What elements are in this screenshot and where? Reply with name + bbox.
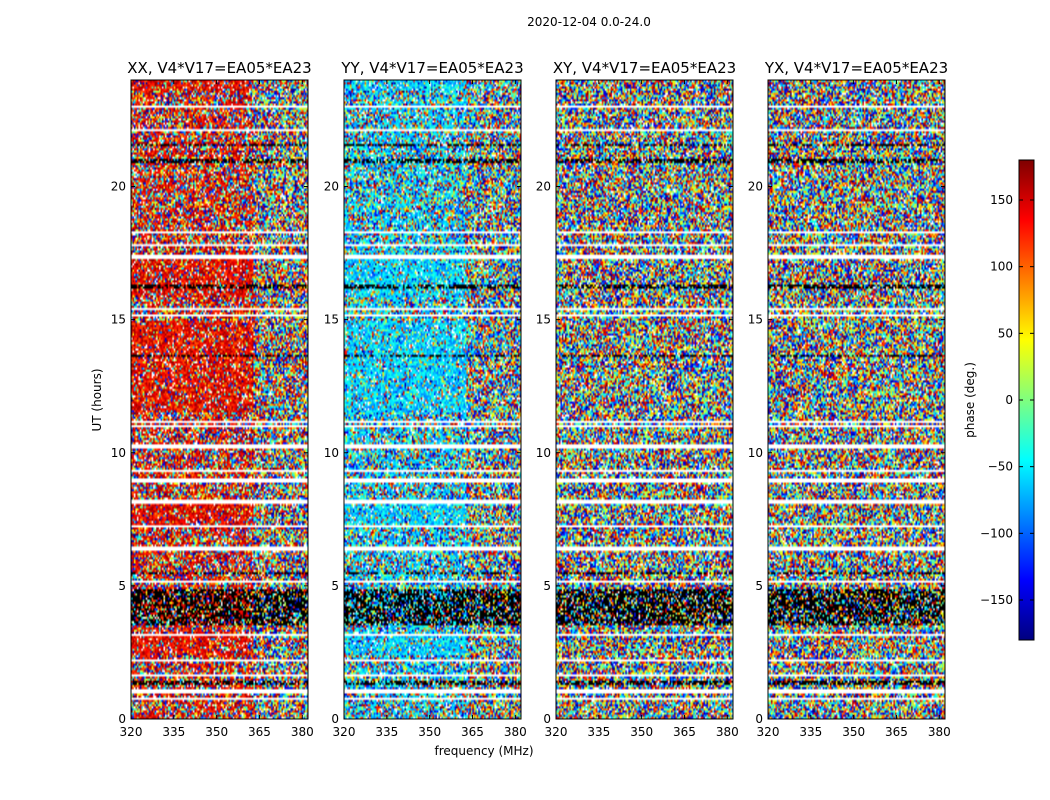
panel-frame: [130, 79, 309, 720]
y-tick-label: 15: [748, 313, 763, 327]
heatmap-image: [768, 80, 945, 719]
heatmap-image: [131, 80, 308, 719]
y-tick-label: 20: [111, 180, 126, 194]
x-axis-label: frequency (MHz): [434, 744, 533, 758]
x-tick-label: 380: [291, 725, 314, 739]
x-tick-label: 335: [799, 725, 822, 739]
panel-2: YY, V4*V17=EA05*EA23 320 335 350 365 380 0 5 10 1…: [324, 59, 527, 739]
x-tick-label: 350: [418, 725, 441, 739]
colorbar-tick-label: −100: [980, 526, 1013, 540]
x-tick-label: 365: [248, 725, 271, 739]
x-tick-label: 320: [333, 725, 356, 739]
x-tick-label: 365: [885, 725, 908, 739]
y-tick-label: 20: [324, 180, 339, 194]
y-tick-label: 0: [543, 712, 551, 726]
colorbar-label: phase (deg.): [963, 362, 977, 438]
colorbar-tick-label: 0: [1005, 393, 1013, 407]
colorbar-tick-label: 100: [990, 260, 1013, 274]
x-tick-label: 380: [716, 725, 739, 739]
y-tick-label: 15: [111, 313, 126, 327]
y-tick-label: 0: [755, 712, 763, 726]
y-tick-label: 10: [536, 446, 551, 460]
x-tick-label: 320: [545, 725, 568, 739]
colorbar-tick-label: 150: [990, 193, 1013, 207]
y-tick-label: 15: [536, 313, 551, 327]
x-tick-label: 335: [587, 725, 610, 739]
colorbar: 150 100 50 0 −50 −100 −150 phase (deg.): [963, 159, 1035, 641]
y-tick-label: 0: [331, 712, 339, 726]
x-tick-label: 365: [461, 725, 484, 739]
panels: XX, V4*V17=EA05*EA23 320 335 350 365 380 0 5 10 1…: [111, 59, 951, 739]
panel-frame: [343, 79, 522, 720]
x-tick-label: 350: [205, 725, 228, 739]
panel-3: XY, V4*V17=EA05*EA23 320 335 350 365 380 0 5 10 1…: [536, 59, 739, 739]
x-tick-label: 320: [120, 725, 143, 739]
x-tick-label: 380: [504, 725, 527, 739]
panel-title: XY, V4*V17=EA05*EA23: [553, 59, 736, 77]
y-tick-label: 0: [118, 712, 126, 726]
x-tick-label: 365: [673, 725, 696, 739]
x-tick-label: 335: [162, 725, 185, 739]
y-tick-label: 20: [536, 180, 551, 194]
figure-title: 2020-12-04 0.0-24.0: [527, 15, 651, 29]
x-tick-label: 335: [375, 725, 398, 739]
x-tick-label: 350: [630, 725, 653, 739]
panel-title: XX, V4*V17=EA05*EA23: [127, 59, 311, 77]
panel-title: YX, V4*V17=EA05*EA23: [764, 59, 948, 77]
y-tick-label: 5: [118, 579, 126, 593]
y-tick-label: 5: [543, 579, 551, 593]
panel-frame: [767, 79, 946, 720]
y-tick-label: 5: [331, 579, 339, 593]
x-tick-label: 350: [842, 725, 865, 739]
panel-frame: [555, 79, 734, 720]
panel-title: YY, V4*V17=EA05*EA23: [340, 59, 523, 77]
panel-4: YX, V4*V17=EA05*EA23 320 335 350 365 380 0 5 10 1…: [748, 59, 951, 739]
y-tick-label: 10: [748, 446, 763, 460]
panel-1: XX, V4*V17=EA05*EA23 320 335 350 365 380 0 5 10 1…: [111, 59, 314, 739]
x-tick-label: 380: [928, 725, 951, 739]
heatmap-image: [556, 80, 733, 719]
colorbar-tick-label: 50: [998, 326, 1013, 340]
y-tick-label: 10: [324, 446, 339, 460]
x-tick-label: 320: [757, 725, 780, 739]
colorbar-tick-label: −150: [980, 593, 1013, 607]
y-tick-label: 20: [748, 180, 763, 194]
colorbar-tick-label: −50: [988, 460, 1013, 474]
y-tick-label: 10: [111, 446, 126, 460]
y-tick-label: 15: [324, 313, 339, 327]
y-tick-label: 5: [755, 579, 763, 593]
heatmap-image: [344, 80, 521, 719]
y-axis-label: UT (hours): [90, 368, 104, 431]
